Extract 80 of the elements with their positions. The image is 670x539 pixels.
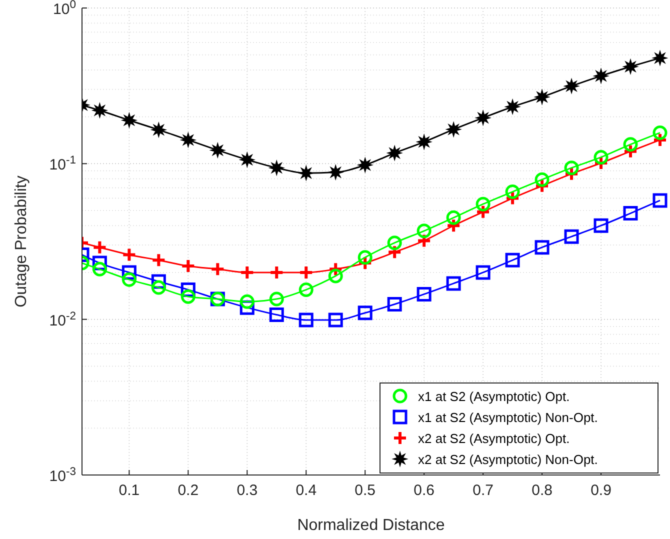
point — [564, 160, 579, 176]
point — [298, 312, 314, 328]
point — [505, 100, 520, 114]
x-tick-label: 0.2 — [178, 482, 199, 499]
x-tick-label: 0.7 — [472, 482, 494, 499]
point — [92, 240, 108, 255]
point — [416, 134, 432, 149]
y-tick-label: 10$^{-2}$ — [49, 310, 76, 330]
point — [92, 103, 107, 118]
point — [181, 132, 196, 148]
point — [387, 297, 402, 312]
point — [122, 247, 137, 262]
point — [505, 252, 520, 268]
point — [122, 272, 136, 287]
point — [92, 262, 107, 276]
legend-label: x1 at S2 (Asymptotic) Opt. — [418, 389, 570, 404]
point — [476, 196, 490, 212]
point — [151, 280, 166, 295]
x-tick-label: 0.6 — [414, 482, 435, 499]
x-tick-label: 0.3 — [236, 482, 258, 499]
x-tick-label: 0.8 — [532, 482, 552, 499]
point — [652, 193, 668, 208]
legend-label: x1 at S2 (Asymptotic) Non-Opt. — [418, 410, 598, 425]
point — [269, 308, 284, 322]
point — [240, 152, 254, 167]
point — [240, 294, 254, 309]
point — [298, 264, 314, 280]
point — [210, 262, 226, 277]
point — [623, 206, 638, 221]
point — [269, 264, 284, 280]
point — [594, 150, 608, 164]
point — [180, 289, 196, 304]
legend-label: x2 at S2 (Asymptotic) Non-Opt. — [418, 452, 598, 467]
point — [594, 218, 608, 233]
y-tick-label: 10$^{0}$ — [53, 0, 76, 18]
legend-label: x2 at S2 (Asymptotic) Opt. — [418, 431, 570, 446]
point — [652, 50, 668, 66]
point — [269, 292, 284, 306]
point — [210, 143, 225, 158]
x-tick-label: 0.9 — [590, 482, 612, 499]
point — [446, 122, 461, 137]
point — [534, 240, 550, 255]
point — [328, 268, 343, 284]
x-tick-label: 0.5 — [354, 482, 376, 499]
point — [387, 146, 402, 160]
point — [446, 210, 461, 225]
y-tick-label: 10$^{-1}$ — [49, 154, 76, 174]
point — [298, 282, 314, 297]
point — [623, 60, 638, 74]
point — [152, 122, 166, 137]
point — [416, 224, 432, 238]
point — [594, 68, 608, 84]
x-tick-label: 0.4 — [296, 482, 317, 499]
point — [476, 265, 490, 280]
point — [328, 165, 343, 180]
point — [151, 252, 166, 268]
point — [387, 236, 402, 250]
point — [534, 90, 550, 104]
point — [180, 258, 196, 274]
point — [122, 113, 136, 128]
point — [623, 137, 638, 152]
point — [564, 229, 579, 244]
y-axis-title: Outage Probability — [13, 176, 30, 308]
point — [358, 250, 372, 265]
point — [564, 78, 579, 94]
point — [476, 110, 490, 125]
point — [358, 158, 372, 172]
x-axis-title: Normalized Distance — [297, 517, 445, 534]
point — [270, 160, 284, 175]
point — [652, 126, 668, 140]
point — [358, 306, 372, 320]
point — [240, 264, 255, 280]
point — [446, 276, 461, 291]
point — [505, 184, 520, 199]
point — [328, 312, 343, 328]
point — [534, 172, 550, 187]
point — [299, 166, 314, 180]
x-tick-label: 0.1 — [118, 482, 140, 499]
point — [416, 286, 432, 302]
y-tick-label: 10$^{-3}$ — [49, 466, 76, 485]
